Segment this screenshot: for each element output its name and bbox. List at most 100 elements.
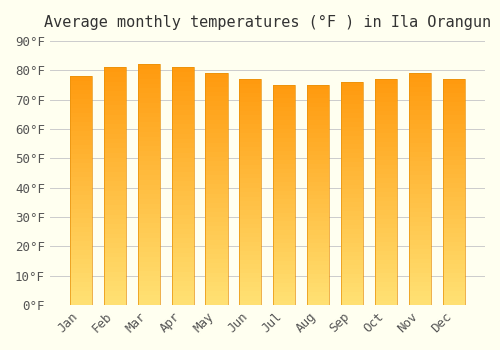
Bar [342,145,363,149]
Bar [70,76,92,81]
Bar [70,195,92,200]
Bar [172,258,194,262]
Bar [206,175,228,180]
Bar [70,227,92,232]
Bar [138,189,160,194]
Bar [342,247,363,252]
Bar [274,160,295,164]
Bar [409,212,432,217]
Bar [240,160,262,165]
Bar [206,166,228,170]
Bar [104,186,126,191]
Bar [308,270,330,274]
Bar [409,198,432,203]
Bar [443,215,465,219]
Bar [240,246,262,251]
Bar [342,91,363,95]
Bar [409,143,432,147]
Bar [443,147,465,151]
Bar [308,234,330,239]
Bar [409,208,432,212]
Bar [138,214,160,218]
Bar [409,124,432,129]
Bar [308,195,330,199]
Bar [206,236,228,240]
Bar [104,234,126,238]
Bar [274,208,295,212]
Bar [308,160,330,164]
Bar [138,136,160,141]
Bar [443,142,465,147]
Bar [70,108,92,113]
Bar [375,224,398,228]
Bar [172,105,194,110]
Bar [342,301,363,305]
Bar [172,129,194,134]
Bar [70,99,92,104]
Bar [172,100,194,105]
Bar [206,78,228,83]
Bar [274,195,295,199]
Bar [274,287,295,292]
Bar [138,209,160,214]
Bar [172,110,194,115]
Bar [172,191,194,196]
Bar [274,217,295,222]
Bar [138,64,160,305]
Bar [342,296,363,301]
Bar [104,262,126,267]
Bar [409,296,432,300]
Bar [70,191,92,195]
Bar [70,126,92,131]
Bar [206,115,228,120]
Bar [342,189,363,194]
Bar [70,145,92,149]
Bar [342,234,363,238]
Bar [240,287,262,292]
Bar [104,100,126,105]
Bar [104,181,126,186]
Bar [138,281,160,286]
Bar [308,138,330,142]
Bar [70,154,92,159]
Bar [206,250,228,254]
Bar [308,94,330,98]
Bar [172,248,194,253]
Bar [443,260,465,264]
Bar [206,240,228,245]
Bar [409,287,432,291]
Bar [104,82,126,86]
Bar [375,115,398,120]
Bar [274,85,295,89]
Bar [104,139,126,143]
Bar [308,85,330,305]
Bar [70,259,92,264]
Bar [308,129,330,133]
Bar [308,133,330,138]
Bar [308,292,330,296]
Bar [409,96,432,101]
Bar [375,278,398,282]
Bar [104,96,126,100]
Bar [409,268,432,273]
Bar [240,102,262,106]
Bar [308,147,330,151]
Bar [409,259,432,263]
Bar [138,252,160,257]
Bar [240,178,262,183]
Bar [443,237,465,242]
Bar [70,163,92,168]
Bar [172,295,194,300]
Bar [206,120,228,124]
Bar [342,211,363,216]
Bar [274,107,295,111]
Bar [138,180,160,185]
Bar [172,124,194,129]
Bar [308,111,330,116]
Bar [342,252,363,256]
Bar [443,165,465,169]
Bar [206,101,228,106]
Bar [70,278,92,282]
Bar [104,295,126,300]
Bar [104,77,126,82]
